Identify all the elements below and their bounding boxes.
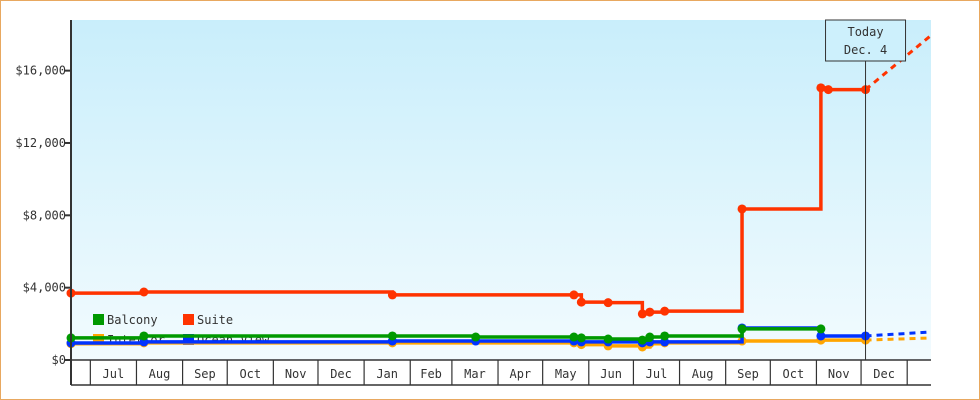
today-date: Dec. 4: [844, 43, 887, 57]
projection-line: [864, 34, 932, 91]
x-tick-label: Oct: [783, 367, 805, 381]
x-tick-label: Jan: [376, 367, 398, 381]
data-point: [569, 332, 579, 342]
data-point: [816, 331, 826, 341]
x-tick-label: Nov: [285, 367, 307, 381]
x-tick-label: Mar: [464, 367, 486, 381]
y-tick-label: $0: [52, 353, 66, 367]
x-tick-label: Aug: [692, 367, 714, 381]
data-point: [576, 333, 586, 343]
data-point: [737, 204, 747, 214]
x-tick-label: Aug: [149, 367, 171, 381]
data-point: [387, 290, 397, 300]
today-marker: Today Dec. 4: [825, 19, 907, 360]
legend-swatch: [183, 334, 194, 345]
data-point: [139, 287, 149, 297]
today-box: [825, 19, 907, 62]
x-tick-label: Jul: [646, 367, 668, 381]
data-point: [139, 331, 149, 341]
x-tick-label: Feb: [420, 367, 442, 381]
data-point: [816, 324, 826, 334]
data-point: [737, 324, 747, 334]
x-tick-label: Sep: [194, 367, 216, 381]
legend-swatch: [93, 314, 104, 325]
data-point: [603, 334, 613, 344]
y-tick-label: $8,000: [23, 208, 66, 222]
x-tick-label: Dec: [330, 367, 352, 381]
data-point: [387, 331, 397, 341]
data-point: [603, 298, 613, 308]
y-tick-label: $16,000: [15, 64, 66, 78]
legend-swatch: [183, 314, 194, 325]
data-point: [816, 83, 826, 93]
x-tick-label: May: [555, 367, 577, 381]
data-point: [645, 307, 655, 317]
x-tick-label: Apr: [509, 367, 531, 381]
series-group: [66, 34, 932, 352]
x-tick-label: Jul: [103, 367, 125, 381]
today-label: Today: [847, 25, 883, 39]
data-point: [660, 306, 670, 316]
plot-area: [71, 20, 931, 360]
x-tick-label: Oct: [239, 367, 261, 381]
data-point: [637, 335, 647, 345]
axes: $0 $4,000 $8,000 $12,000 $16,000 Jul Aug Sep Oct…: [15, 20, 931, 386]
y-tick-label: $12,000: [15, 136, 66, 150]
data-point: [471, 332, 481, 342]
x-tick-label: Nov: [828, 367, 850, 381]
data-point: [645, 332, 655, 342]
legend-label: Balcony: [107, 313, 158, 327]
data-point: [660, 331, 670, 341]
legend-label: Suite: [197, 313, 233, 327]
data-point: [823, 85, 833, 95]
y-tick-label: $4,000: [23, 281, 66, 295]
x-tick-label: Dec: [873, 367, 895, 381]
x-tick-label: Sep: [737, 367, 759, 381]
data-point: [637, 309, 647, 319]
data-point: [576, 297, 586, 307]
x-tick-label: Jun: [600, 367, 622, 381]
data-point: [569, 290, 579, 300]
